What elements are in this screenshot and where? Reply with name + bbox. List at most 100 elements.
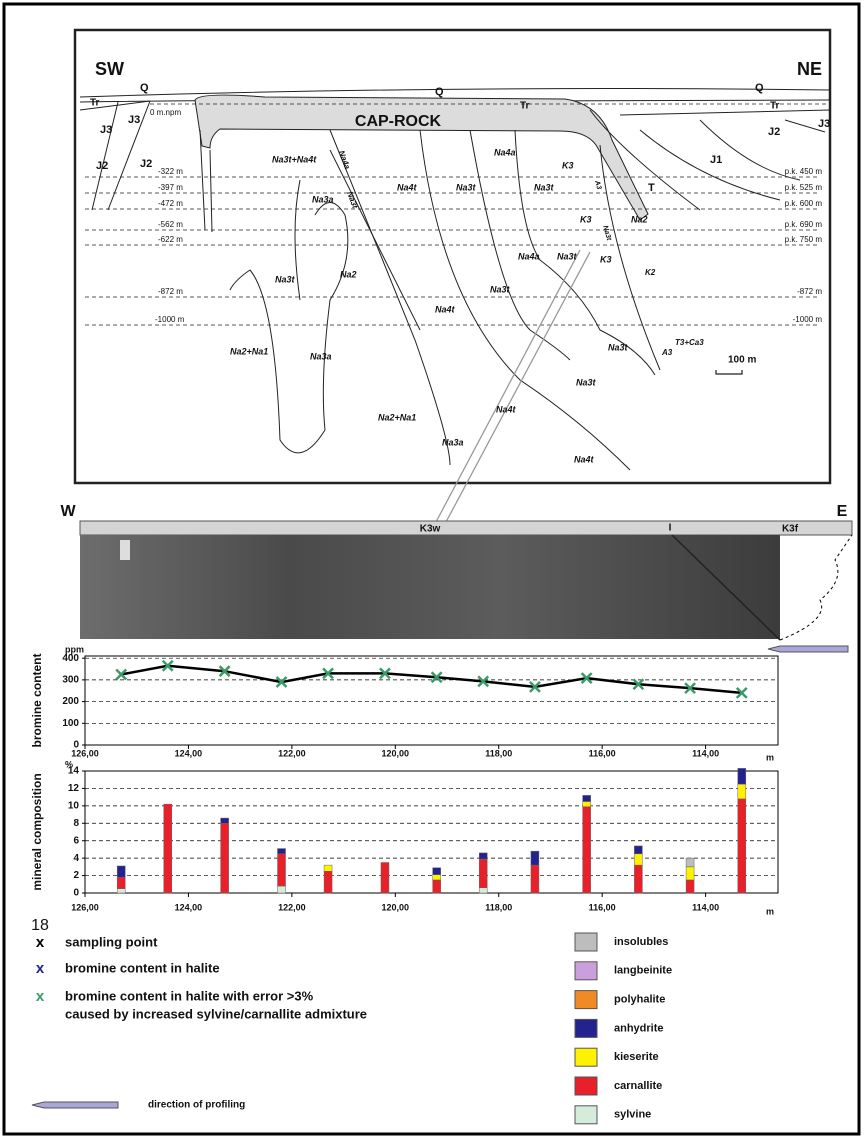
section-label: Na3a	[310, 351, 332, 361]
x-tick-label: 122,00	[278, 748, 306, 758]
x-tick-label: 114,00	[692, 748, 719, 758]
bar-segment	[531, 851, 539, 865]
section-label: -872 m	[158, 287, 183, 296]
legend-note: caused by increased sylvine/carnallite a…	[65, 1006, 367, 1021]
section-label: Na3t	[490, 284, 511, 294]
section-label: Na4t	[435, 304, 456, 314]
section-label: -872 m	[797, 287, 822, 296]
bar-segment	[531, 865, 539, 893]
bar-segment	[738, 784, 746, 799]
bar-segment	[583, 795, 591, 801]
section-label: Na2	[340, 269, 357, 279]
section-label: Na3t	[601, 225, 612, 242]
section-label: Na3t	[557, 251, 578, 261]
y-unit: ppm	[65, 644, 84, 654]
bar-segment	[324, 871, 332, 893]
bar-segment	[433, 868, 441, 875]
bar-segment	[686, 867, 694, 880]
bar-segment	[738, 799, 746, 893]
x-tick-label: 116,00	[589, 902, 616, 912]
bar-segment	[433, 880, 441, 893]
y-tick-label: 12	[68, 783, 80, 794]
section-label: -1000 m	[793, 315, 823, 324]
legend-swatch	[575, 962, 597, 980]
section-label: p.k. 450 m	[785, 167, 823, 176]
bar-segment	[433, 875, 441, 880]
bar-segment	[278, 849, 286, 854]
bar-segment	[583, 802, 591, 807]
legend-label: bromine content in halite	[65, 960, 220, 975]
legend-label: bromine content in halite with error >3%	[65, 988, 314, 1003]
unit-label: K3f	[782, 524, 799, 535]
legend-swatch	[575, 933, 597, 951]
bar-segment	[324, 865, 332, 871]
x-tick-label: 126,00	[71, 902, 99, 912]
section-label: A3	[661, 348, 673, 357]
legend-symbol: x	[36, 960, 45, 977]
section-label: Q	[755, 82, 764, 94]
figure: SWNEQQQTrTrTrJ3J3J2J2J3J2J1T0 m.npmCAP-R…	[0, 0, 864, 1139]
section-label: p.k. 525 m	[785, 183, 823, 192]
y-tick-label: 2	[73, 870, 79, 881]
y-tick-label: 8	[73, 818, 79, 829]
section-label: Na3t+Na4t	[272, 154, 317, 164]
section-label: Na3a	[312, 194, 334, 204]
legend-label: langbeinite	[614, 965, 672, 977]
bar-segment	[686, 880, 694, 893]
section-label: K2	[645, 268, 656, 277]
section-label: J2	[96, 160, 108, 172]
x-tick-label: 120,00	[382, 748, 410, 758]
section-label: Na3t	[576, 377, 597, 387]
bar-segment	[278, 886, 286, 893]
x-tick-label: 120,00	[382, 902, 410, 912]
y-tick-label: 10	[68, 800, 80, 811]
section-label: -562 m	[158, 220, 183, 229]
y-tick-label: 4	[73, 853, 79, 864]
y-tick-label: 300	[62, 675, 79, 686]
section-label: 100 m	[728, 355, 756, 366]
y-unit: %	[65, 759, 73, 769]
legend-label: insolubles	[614, 936, 668, 948]
section-label: Tr	[770, 101, 780, 112]
section-label: J2	[140, 158, 152, 170]
section-label: CAP-ROCK	[355, 113, 442, 130]
section-label: Na3t	[456, 182, 477, 192]
section-label: T	[648, 182, 655, 194]
x-tick-label: 114,00	[692, 902, 719, 912]
legend-label: carnallite	[614, 1080, 662, 1092]
bar-segment	[479, 853, 487, 859]
section-label: -1000 m	[155, 315, 185, 324]
bar-segment	[221, 818, 229, 823]
section-label: T3+Ca3	[675, 338, 704, 347]
y-tick-label: 6	[73, 835, 79, 846]
page-number: 18	[31, 917, 49, 934]
x-tick-label: 118,00	[485, 902, 512, 912]
bar-segment	[634, 865, 642, 893]
section-label: Na4t	[496, 404, 517, 414]
section-label: J1	[710, 154, 722, 166]
section-label: Tr	[520, 101, 530, 112]
direction-arrow	[32, 1102, 118, 1108]
photo-strip	[80, 521, 852, 652]
bar-segment	[738, 768, 746, 784]
section-label: J3	[128, 114, 140, 126]
legend-swatch	[575, 1019, 597, 1037]
y-tick-label: 100	[62, 718, 79, 729]
legend-symbol: x	[36, 988, 45, 1005]
section-label: Na3t	[534, 182, 555, 192]
legend-label: polyhalite	[614, 994, 665, 1006]
unit-label: K3w	[420, 524, 441, 535]
section-label: Na3a	[442, 437, 464, 447]
legend-direction: direction of profiling	[148, 1100, 245, 1111]
line	[121, 666, 742, 693]
x-tick-label: 124,00	[175, 902, 203, 912]
plot-frame	[85, 656, 778, 745]
section-label: p.k. 750 m	[785, 235, 823, 244]
section-label: -472 m	[158, 199, 183, 208]
legend-symbol: x	[36, 934, 45, 951]
section-label: p.k. 600 m	[785, 199, 823, 208]
section-label: A3	[593, 179, 602, 191]
x-tick-label: 116,00	[589, 748, 616, 758]
bar-segment	[117, 877, 125, 888]
section-label: Na2	[631, 214, 648, 224]
